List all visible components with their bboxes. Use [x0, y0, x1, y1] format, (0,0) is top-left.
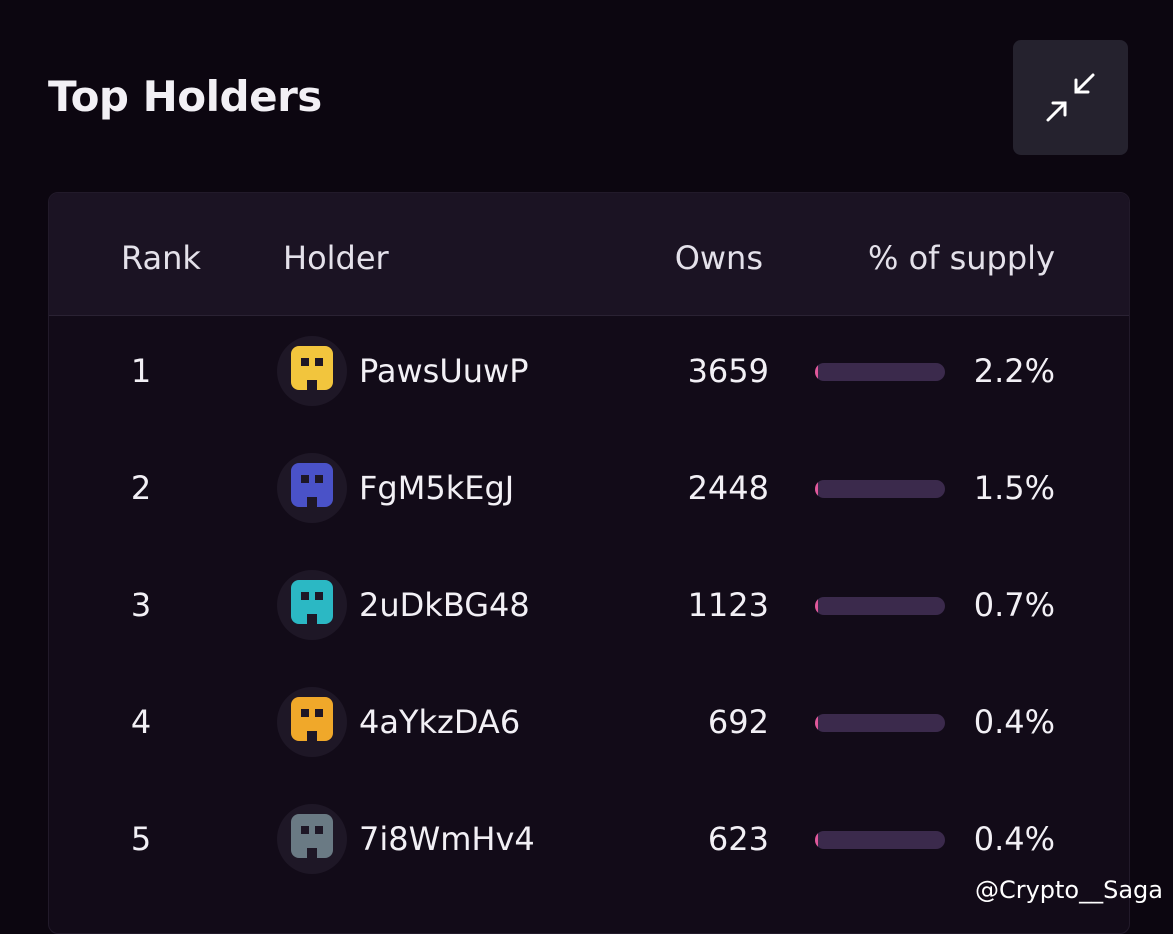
rank: 3	[130, 586, 152, 624]
rank: 1	[130, 352, 152, 390]
avatar	[277, 570, 347, 640]
supply-percent: 0.7%	[973, 586, 1055, 624]
avatar	[277, 687, 347, 757]
owns: 3659	[687, 352, 769, 390]
holder-name: 7i8WmHv4	[359, 820, 535, 858]
table-row: 5 7i8WmHv4 623 0.4%	[49, 783, 1129, 900]
holder-name: 2uDkBG48	[359, 586, 530, 624]
avatar-icon	[277, 453, 347, 523]
column-header: Rank	[121, 239, 201, 277]
owns: 623	[707, 820, 769, 858]
supply-percent: 1.5%	[973, 469, 1055, 507]
supply-bar	[815, 597, 945, 615]
avatar	[277, 804, 347, 874]
avatar	[277, 453, 347, 523]
holder-name: FgM5kEgJ	[359, 469, 515, 507]
supply-bar	[815, 831, 945, 849]
table-row: 1 PawsUuwP 3659 2.2%	[49, 315, 1129, 432]
avatar-icon	[277, 336, 347, 406]
rank: 2	[130, 469, 152, 507]
column-header: % of supply	[868, 239, 1055, 277]
table-header: Rank Holder Owns % of supply	[49, 193, 1129, 316]
holder-name: PawsUuwP	[359, 352, 529, 390]
avatar-icon	[277, 570, 347, 640]
holders-table: Rank Holder Owns % of supply 1 PawsUuwP 36…	[48, 192, 1130, 934]
supply-percent: 0.4%	[973, 820, 1055, 858]
avatar-icon	[277, 804, 347, 874]
owns: 2448	[687, 469, 769, 507]
title: Top Holders	[48, 72, 322, 121]
supply-percent: 2.2%	[973, 352, 1055, 390]
avatar-icon	[277, 687, 347, 757]
watermark: @Crypto__Saga	[974, 876, 1163, 904]
rank: 4	[130, 703, 152, 741]
owns: 1123	[687, 586, 769, 624]
rank: 5	[130, 820, 152, 858]
column-header: Holder	[283, 239, 389, 277]
supply-percent: 0.4%	[973, 703, 1055, 741]
collapse-icon	[1046, 73, 1095, 122]
supply-bar	[815, 714, 945, 732]
holder-name: 4aYkzDA6	[359, 703, 521, 741]
collapse-button[interactable]	[1013, 40, 1128, 155]
supply-bar	[815, 363, 945, 381]
table-row: 4 4aYkzDA6 692 0.4%	[49, 666, 1129, 783]
owns: 692	[707, 703, 769, 741]
avatar	[277, 336, 347, 406]
table-row: 2 FgM5kEgJ 2448 1.5%	[49, 432, 1129, 549]
supply-bar	[815, 480, 945, 498]
table-row: 3 2uDkBG48 1123 0.7%	[49, 549, 1129, 666]
column-header: Owns	[674, 239, 763, 277]
